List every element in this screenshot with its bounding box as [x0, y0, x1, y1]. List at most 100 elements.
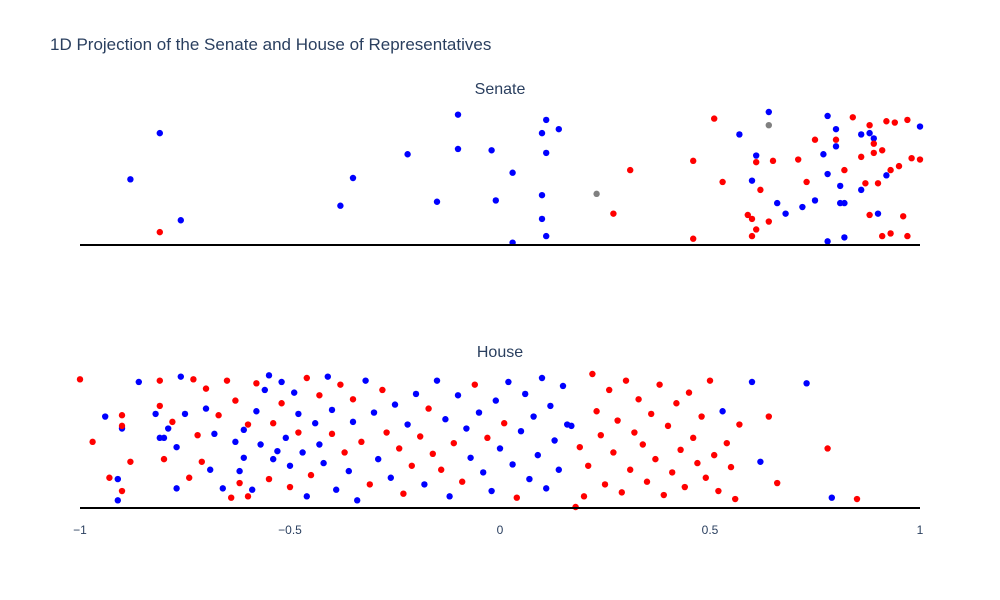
house-point[interactable] — [383, 429, 390, 436]
house-point[interactable] — [249, 486, 256, 493]
house-point[interactable] — [446, 493, 453, 500]
house-point[interactable] — [496, 445, 504, 452]
house-point[interactable] — [270, 455, 277, 463]
house-point[interactable] — [391, 401, 399, 408]
house-point[interactable] — [303, 493, 310, 500]
house-point[interactable] — [509, 461, 516, 468]
house-point[interactable] — [732, 495, 739, 503]
house-point[interactable] — [316, 441, 323, 448]
house-point[interactable] — [408, 462, 415, 469]
house-point[interactable] — [429, 450, 436, 457]
senate-point[interactable] — [156, 129, 163, 137]
senate-point[interactable] — [900, 213, 907, 220]
senate-point[interactable] — [879, 232, 886, 240]
house-point[interactable] — [274, 447, 281, 455]
house-point[interactable] — [748, 378, 756, 386]
house-point[interactable] — [286, 483, 294, 491]
senate-point[interactable] — [908, 155, 915, 162]
house-point[interactable] — [484, 434, 491, 442]
house-point[interactable] — [543, 485, 550, 492]
senate-point[interactable] — [832, 136, 840, 143]
house-point[interactable] — [639, 441, 646, 448]
senate-point[interactable] — [891, 119, 898, 126]
senate-point[interactable] — [849, 114, 856, 121]
house-point[interactable] — [240, 426, 247, 434]
senate-point[interactable] — [824, 112, 831, 120]
house-point[interactable] — [610, 449, 617, 456]
house-point[interactable] — [337, 381, 344, 388]
house-point[interactable] — [471, 381, 478, 388]
house-point[interactable] — [803, 380, 810, 387]
house-point[interactable] — [412, 390, 420, 398]
house-point[interactable] — [333, 486, 340, 493]
senate-point[interactable] — [627, 166, 634, 174]
house-point[interactable] — [316, 392, 323, 399]
house-point[interactable] — [165, 425, 172, 432]
house-point[interactable] — [589, 370, 596, 378]
house-point[interactable] — [240, 454, 247, 461]
house-point[interactable] — [480, 469, 487, 476]
house-point[interactable] — [442, 416, 449, 423]
house-point[interactable] — [417, 433, 424, 440]
house-point[interactable] — [715, 487, 722, 495]
house-point[interactable] — [118, 412, 126, 419]
house-point[interactable] — [375, 455, 382, 463]
house-point[interactable] — [706, 377, 714, 384]
senate-point[interactable] — [841, 234, 848, 241]
house-point[interactable] — [404, 421, 411, 428]
senate-point[interactable] — [765, 122, 772, 129]
house-point[interactable] — [202, 385, 210, 392]
house-point[interactable] — [694, 459, 701, 467]
house-point[interactable] — [555, 466, 562, 473]
house-point[interactable] — [118, 487, 126, 495]
house-point[interactable] — [295, 429, 302, 436]
senate-point[interactable] — [593, 190, 600, 198]
senate-point[interactable] — [820, 151, 827, 158]
senate-point[interactable] — [879, 147, 886, 154]
house-point[interactable] — [765, 413, 772, 420]
house-point[interactable] — [207, 466, 214, 473]
house-point[interactable] — [601, 481, 609, 488]
house-point[interactable] — [312, 420, 319, 427]
house-point[interactable] — [559, 382, 567, 390]
senate-point[interactable] — [736, 131, 743, 138]
senate-point[interactable] — [904, 232, 911, 240]
house-point[interactable] — [597, 431, 604, 439]
house-point[interactable] — [295, 410, 302, 418]
senate-point[interactable] — [349, 174, 357, 182]
house-point[interactable] — [387, 474, 394, 481]
house-point[interactable] — [606, 386, 613, 394]
house-point[interactable] — [454, 392, 462, 399]
house-point[interactable] — [307, 471, 315, 479]
senate-point[interactable] — [753, 152, 760, 159]
house-point[interactable] — [253, 408, 260, 415]
senate-point[interactable] — [538, 215, 546, 223]
house-point[interactable] — [475, 409, 483, 416]
senate-point[interactable] — [690, 235, 697, 242]
house-point[interactable] — [328, 430, 336, 438]
senate-point[interactable] — [824, 238, 831, 245]
senate-point[interactable] — [795, 156, 802, 163]
house-point[interactable] — [585, 462, 592, 469]
house-point[interactable] — [328, 406, 336, 414]
house-point[interactable] — [320, 459, 327, 467]
house-point[interactable] — [379, 386, 386, 394]
house-point[interactable] — [299, 449, 306, 456]
senate-point[interactable] — [690, 157, 697, 165]
senate-point[interactable] — [811, 136, 819, 143]
senate-point[interactable] — [874, 180, 882, 187]
senate-point[interactable] — [543, 149, 550, 157]
house-point[interactable] — [358, 438, 365, 446]
house-point[interactable] — [223, 377, 231, 384]
senate-point[interactable] — [719, 178, 726, 186]
house-point[interactable] — [824, 445, 831, 452]
house-point[interactable] — [517, 427, 525, 435]
house-point[interactable] — [370, 409, 378, 416]
house-point[interactable] — [265, 475, 273, 483]
senate-point[interactable] — [127, 176, 134, 183]
house-point[interactable] — [198, 458, 205, 465]
house-point[interactable] — [76, 376, 84, 383]
senate-point[interactable] — [488, 147, 495, 154]
house-point[interactable] — [152, 410, 159, 418]
senate-point[interactable] — [748, 177, 756, 184]
